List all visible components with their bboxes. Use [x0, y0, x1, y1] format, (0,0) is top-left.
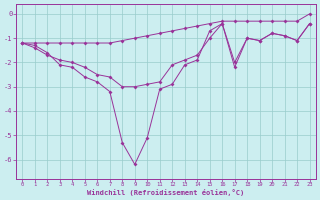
X-axis label: Windchill (Refroidissement éolien,°C): Windchill (Refroidissement éolien,°C) — [87, 189, 244, 196]
